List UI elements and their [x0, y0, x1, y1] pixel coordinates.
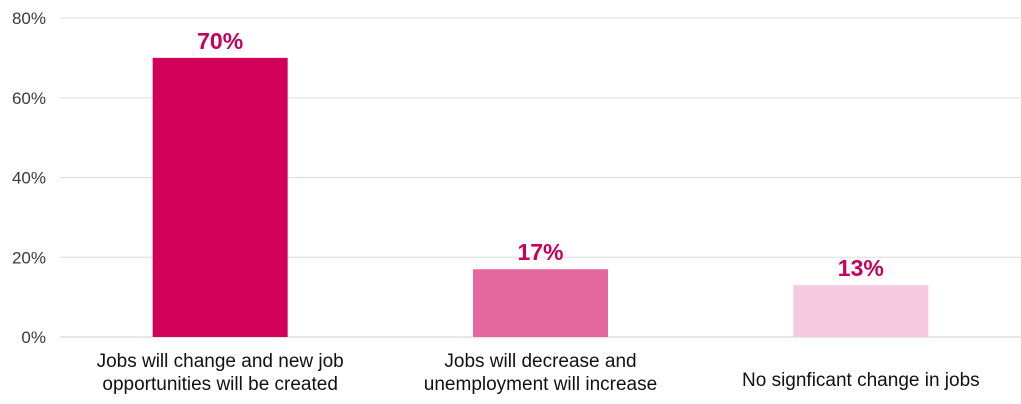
category-label: Jobs will decrease and unemployment will …	[424, 351, 657, 395]
data-label: 17%	[517, 239, 563, 265]
bars	[152, 57, 929, 337]
category-label: Jobs will change and new job opportunitie…	[97, 351, 344, 395]
category-label-line: opportunities will be created	[102, 374, 338, 395]
category-label-line: unemployment will increase	[424, 374, 657, 395]
x-axis-categories: Jobs will change and new job opportunitie…	[97, 351, 980, 395]
category-label-line: Jobs will decrease and	[444, 351, 636, 372]
category-label-line: No signficant change in jobs	[742, 370, 980, 391]
y-tick-label: 20%	[12, 248, 46, 267]
data-label: 70%	[197, 28, 243, 54]
category-label: No signficant change in jobs	[742, 370, 980, 391]
bar	[152, 57, 288, 337]
bar	[473, 269, 608, 337]
y-tick-label: 40%	[12, 169, 46, 188]
y-axis-ticks: 0% 20% 40% 60% 80%	[12, 9, 46, 347]
y-tick-label: 0%	[21, 328, 46, 347]
data-label: 13%	[838, 255, 884, 281]
bar	[793, 285, 929, 337]
data-labels: 70% 17% 13%	[197, 28, 884, 281]
category-label-line: Jobs will change and new job	[97, 351, 344, 372]
y-tick-label: 60%	[12, 89, 46, 108]
y-tick-label: 80%	[12, 9, 46, 28]
